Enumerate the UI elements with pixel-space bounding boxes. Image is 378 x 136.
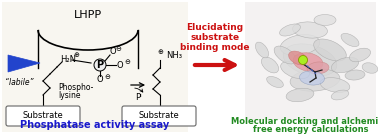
Ellipse shape	[362, 63, 378, 73]
Text: free energy calculations: free energy calculations	[253, 126, 369, 135]
FancyBboxPatch shape	[6, 106, 80, 126]
Text: ⊖: ⊖	[115, 46, 121, 52]
FancyBboxPatch shape	[245, 2, 376, 120]
Text: ⊕: ⊕	[73, 52, 79, 58]
Text: lysine: lysine	[58, 92, 81, 101]
Text: Molecular docking and alchemical: Molecular docking and alchemical	[231, 117, 378, 126]
Ellipse shape	[274, 46, 296, 64]
Text: Substrate: Substrate	[23, 112, 64, 120]
Ellipse shape	[314, 15, 336, 26]
Polygon shape	[8, 55, 40, 72]
Ellipse shape	[290, 69, 340, 91]
Ellipse shape	[350, 48, 370, 62]
Ellipse shape	[293, 53, 323, 71]
Ellipse shape	[332, 57, 359, 73]
Ellipse shape	[280, 35, 320, 55]
Ellipse shape	[256, 42, 269, 58]
Text: substrate: substrate	[191, 33, 240, 42]
Ellipse shape	[307, 62, 329, 74]
Ellipse shape	[266, 76, 284, 88]
Ellipse shape	[341, 33, 359, 47]
Ellipse shape	[345, 70, 365, 80]
Ellipse shape	[279, 24, 301, 36]
FancyBboxPatch shape	[2, 2, 188, 132]
Ellipse shape	[281, 61, 309, 79]
Text: ⊖: ⊖	[124, 59, 130, 65]
Text: NH₃: NH₃	[166, 50, 182, 60]
Text: Phospho-: Phospho-	[58, 84, 93, 92]
Ellipse shape	[288, 51, 307, 65]
Text: H₂N: H₂N	[60, 55, 76, 64]
Text: O: O	[97, 75, 103, 84]
Ellipse shape	[299, 71, 324, 85]
Ellipse shape	[286, 88, 314, 102]
Text: Elucidating: Elucidating	[186, 24, 243, 33]
Text: Substrate: Substrate	[139, 112, 180, 120]
Ellipse shape	[320, 78, 350, 92]
Text: ⊖: ⊖	[104, 74, 110, 80]
Circle shape	[299, 55, 307, 64]
Text: Phosphatase activity assay: Phosphatase activity assay	[20, 120, 170, 130]
Text: LHPP: LHPP	[74, 10, 102, 20]
Text: Pᴵ: Pᴵ	[135, 94, 141, 103]
Ellipse shape	[262, 57, 279, 73]
Ellipse shape	[314, 39, 346, 61]
FancyBboxPatch shape	[122, 106, 196, 126]
Text: P: P	[96, 60, 104, 70]
Text: “labile”: “labile”	[5, 78, 34, 87]
Text: O: O	[110, 47, 116, 56]
Circle shape	[94, 59, 106, 71]
Ellipse shape	[283, 44, 337, 76]
Ellipse shape	[293, 22, 327, 38]
Ellipse shape	[331, 90, 349, 100]
Text: binding mode: binding mode	[180, 44, 250, 52]
Text: O: O	[117, 61, 123, 69]
Text: ⊕: ⊕	[157, 49, 163, 55]
